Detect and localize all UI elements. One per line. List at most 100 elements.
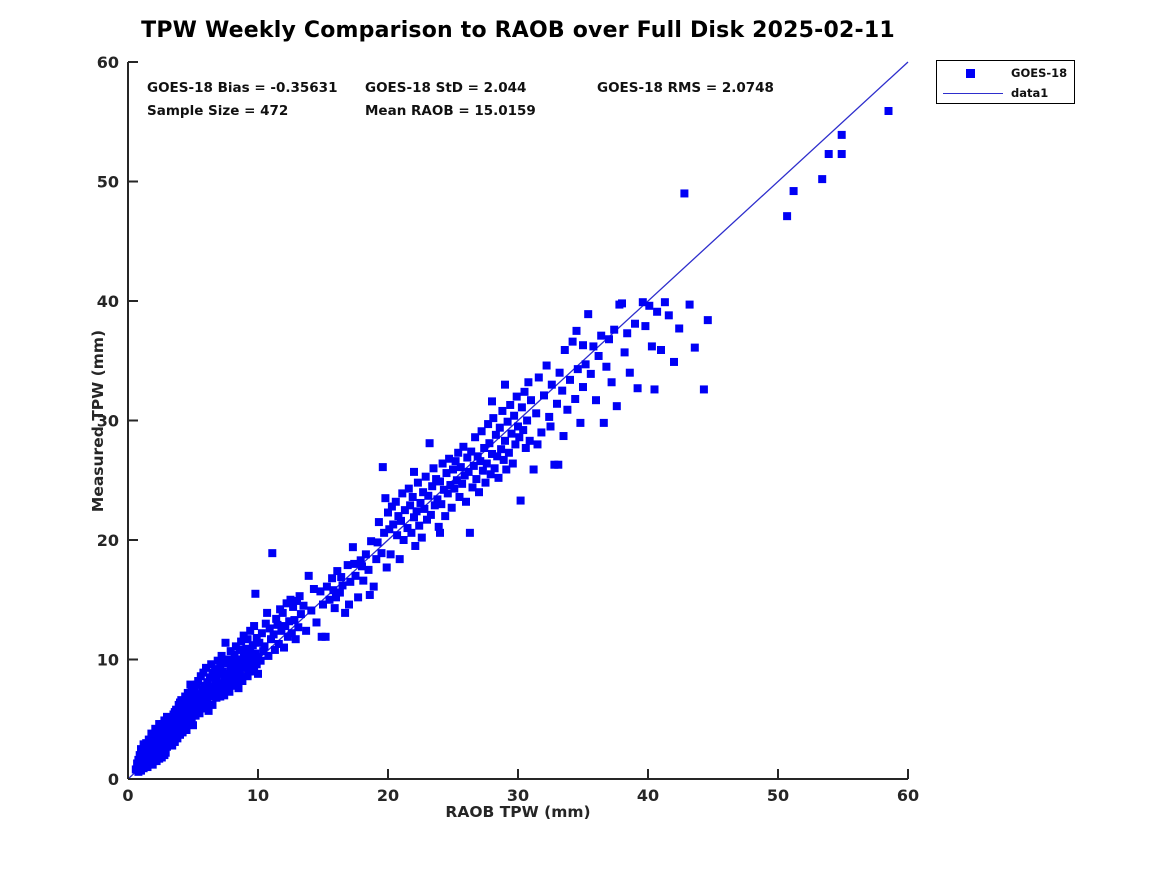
data-point bbox=[525, 436, 534, 445]
data-point bbox=[523, 416, 532, 425]
data-point bbox=[493, 452, 502, 461]
data-point bbox=[152, 757, 161, 766]
data-point bbox=[437, 500, 446, 509]
data-point bbox=[295, 592, 304, 601]
data-point bbox=[516, 496, 525, 505]
data-point bbox=[348, 543, 357, 552]
data-point bbox=[563, 405, 572, 414]
data-point bbox=[267, 635, 275, 644]
data-point bbox=[490, 464, 499, 473]
data-point bbox=[554, 460, 563, 469]
data-point bbox=[278, 608, 287, 617]
data-point bbox=[690, 343, 699, 352]
data-point bbox=[212, 674, 221, 683]
data-point bbox=[174, 715, 183, 724]
data-point bbox=[572, 326, 581, 335]
data-point bbox=[618, 299, 626, 308]
data-point bbox=[594, 351, 603, 360]
x-tick-label: 60 bbox=[897, 786, 919, 805]
data-point bbox=[254, 669, 262, 678]
data-point bbox=[685, 300, 694, 309]
data-point bbox=[181, 718, 190, 727]
data-point bbox=[170, 708, 179, 717]
data-point bbox=[346, 577, 355, 586]
data-point bbox=[194, 677, 203, 686]
data-point bbox=[285, 617, 294, 626]
data-point bbox=[455, 492, 464, 501]
data-point bbox=[560, 345, 569, 354]
data-point bbox=[385, 525, 394, 534]
data-point bbox=[391, 497, 400, 506]
data-point bbox=[269, 630, 278, 639]
data-point bbox=[605, 335, 613, 344]
data-point bbox=[584, 310, 593, 319]
data-point bbox=[404, 484, 413, 493]
data-point bbox=[330, 604, 339, 613]
data-point bbox=[182, 726, 191, 735]
data-point bbox=[161, 748, 170, 757]
data-point bbox=[476, 457, 485, 466]
data-point bbox=[195, 690, 204, 699]
y-tick-label: 50 bbox=[97, 173, 119, 192]
stat-rms: GOES-18 RMS = 2.0748 bbox=[597, 80, 774, 96]
data-point bbox=[419, 488, 428, 497]
data-point bbox=[381, 494, 390, 503]
data-point bbox=[382, 563, 391, 572]
data-point bbox=[602, 362, 611, 371]
data-point bbox=[286, 595, 295, 604]
data-point bbox=[546, 422, 555, 431]
data-point bbox=[216, 662, 225, 671]
data-point bbox=[387, 502, 396, 511]
data-point bbox=[230, 671, 239, 680]
data-point bbox=[458, 479, 467, 488]
data-point bbox=[333, 567, 342, 576]
data-point bbox=[789, 187, 798, 196]
data-point bbox=[248, 641, 257, 650]
data-point bbox=[612, 402, 621, 411]
data-point bbox=[299, 601, 308, 610]
data-point bbox=[207, 660, 216, 669]
data-point bbox=[224, 682, 233, 691]
data-point bbox=[341, 608, 350, 617]
data-point bbox=[398, 489, 407, 498]
data-point bbox=[486, 470, 495, 479]
data-point bbox=[252, 633, 261, 642]
data-point bbox=[137, 745, 145, 754]
data-point bbox=[818, 175, 827, 184]
data-point bbox=[413, 478, 422, 487]
data-point bbox=[248, 655, 257, 664]
data-point bbox=[268, 549, 277, 558]
data-point bbox=[194, 699, 203, 708]
data-point bbox=[421, 472, 430, 481]
data-point bbox=[389, 520, 398, 529]
data-point bbox=[443, 489, 452, 498]
data-point bbox=[257, 629, 266, 638]
data-point bbox=[410, 513, 418, 522]
data-point bbox=[242, 659, 251, 668]
data-point bbox=[527, 396, 535, 405]
data-point bbox=[359, 576, 368, 585]
data-point bbox=[501, 436, 509, 445]
data-point bbox=[511, 440, 520, 449]
data-point bbox=[281, 622, 290, 631]
data-point bbox=[403, 524, 412, 533]
data-point bbox=[377, 549, 386, 558]
data-point bbox=[395, 555, 404, 564]
data-point bbox=[514, 422, 522, 431]
data-point bbox=[675, 324, 684, 333]
data-point bbox=[218, 686, 227, 695]
data-point bbox=[222, 677, 231, 686]
data-point bbox=[408, 492, 417, 501]
data-point bbox=[239, 650, 248, 659]
stat-sample-size: Sample Size = 472 bbox=[147, 103, 289, 119]
data-point bbox=[497, 445, 506, 454]
data-point bbox=[412, 507, 421, 516]
data-point bbox=[399, 536, 408, 544]
data-point bbox=[555, 368, 564, 377]
data-point bbox=[423, 515, 431, 524]
data-point bbox=[703, 316, 712, 325]
y-tick-label: 40 bbox=[97, 292, 119, 311]
data-point bbox=[157, 753, 166, 762]
data-point bbox=[205, 692, 214, 701]
data-point bbox=[274, 639, 283, 648]
